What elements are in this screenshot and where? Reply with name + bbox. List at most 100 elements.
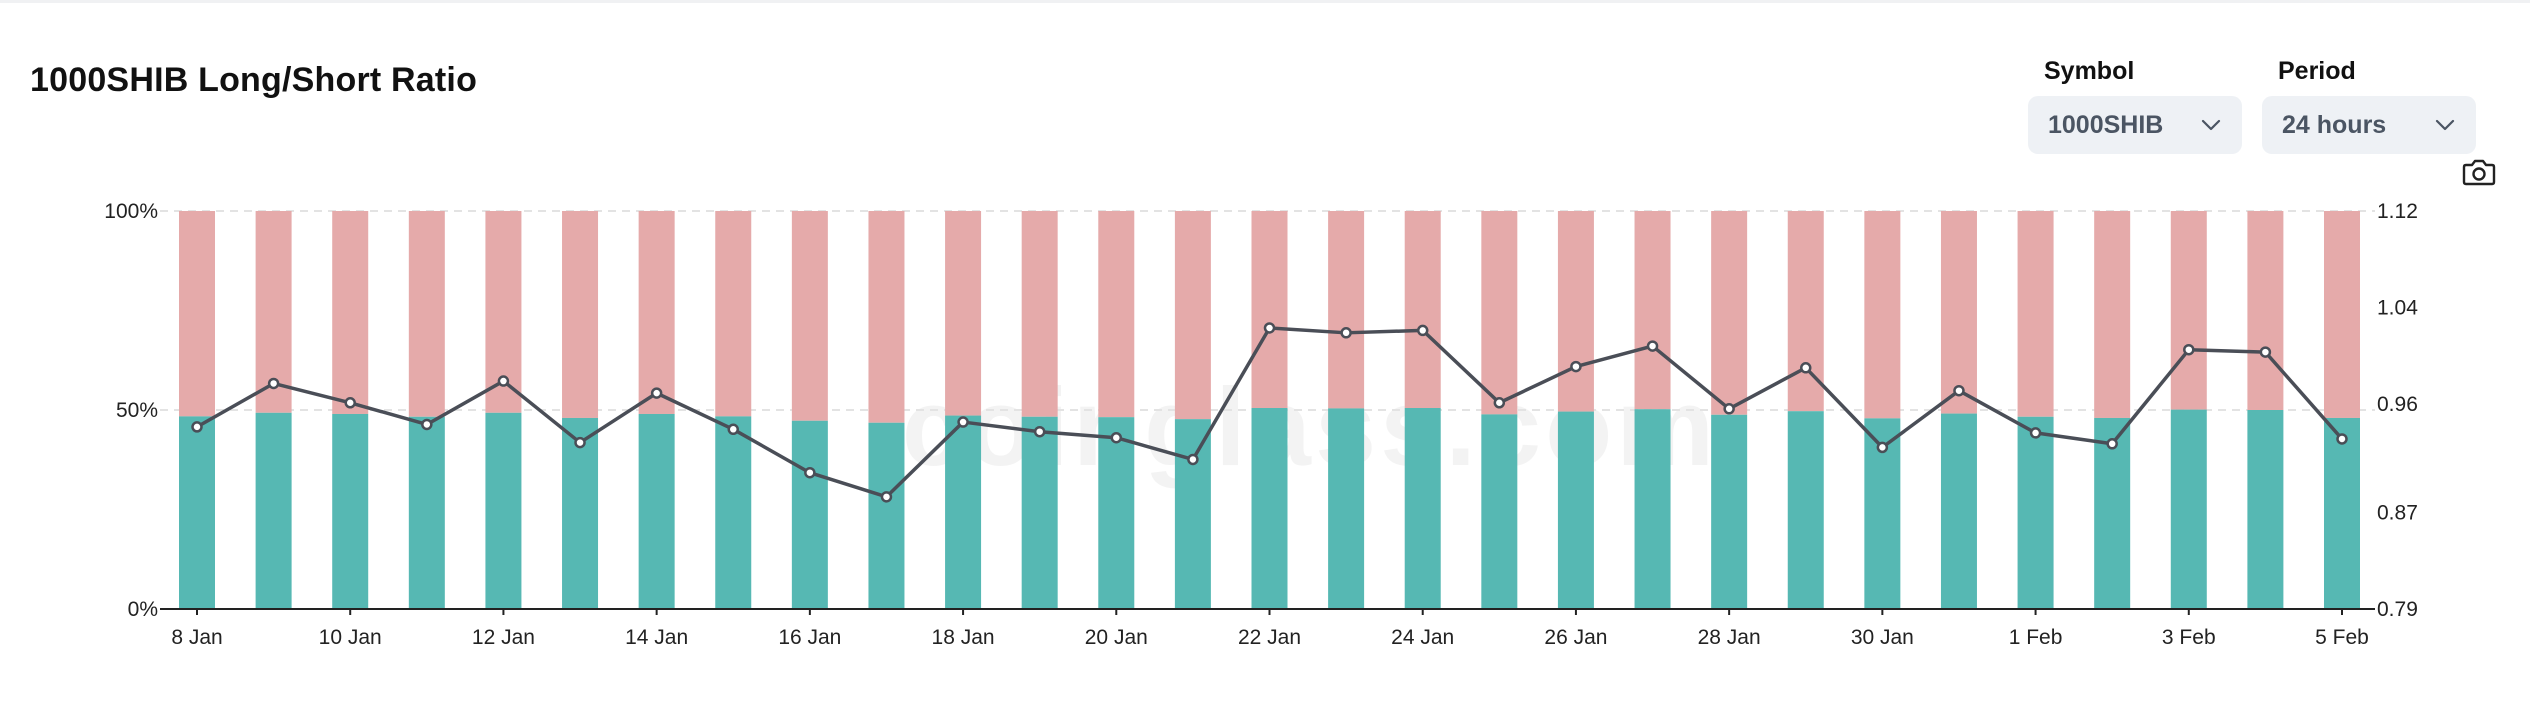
x-tick-label: 22 Jan	[1238, 626, 1301, 649]
short-bar[interactable]	[868, 211, 905, 423]
short-bar[interactable]	[1404, 211, 1441, 409]
ratio-point[interactable]	[2259, 346, 2272, 358]
long-bar[interactable]	[868, 422, 905, 609]
long-bar[interactable]	[1021, 416, 1058, 609]
ratio-point[interactable]	[880, 491, 893, 503]
x-tick-label: 28 Jan	[1698, 626, 1761, 649]
short-bar[interactable]	[1864, 211, 1901, 419]
long-bar[interactable]	[2324, 417, 2360, 609]
period-control: Period 24 hours	[2262, 57, 2476, 154]
ratio-point[interactable]	[804, 466, 816, 479]
short-bar[interactable]	[1251, 211, 1288, 409]
period-select[interactable]: 24 hours	[2262, 96, 2476, 154]
long-bar[interactable]	[1174, 419, 1211, 609]
short-bar[interactable]	[1557, 211, 1594, 412]
ratio-point[interactable]	[1876, 441, 1889, 454]
ratio-point[interactable]	[574, 436, 586, 449]
long-bar[interactable]	[179, 416, 215, 609]
ratio-point[interactable]	[1570, 360, 1582, 373]
long-bar[interactable]	[1098, 417, 1135, 609]
x-tick-label: 30 Jan	[1851, 626, 1914, 649]
symbol-select[interactable]: 1000SHIB	[2028, 96, 2242, 154]
short-bar[interactable]	[1098, 211, 1135, 418]
long-bar[interactable]	[1251, 408, 1288, 609]
ratio-point[interactable]	[1646, 340, 1659, 352]
short-bar[interactable]	[1634, 211, 1671, 410]
ratio-point[interactable]	[650, 387, 663, 399]
long-bar[interactable]	[1481, 414, 1518, 609]
ratio-point[interactable]	[727, 423, 739, 436]
ratio-point[interactable]	[1493, 397, 1506, 409]
long-bar[interactable]	[715, 416, 752, 609]
ratio-point[interactable]	[1953, 384, 1965, 397]
short-bar[interactable]	[1328, 211, 1365, 409]
long-bar[interactable]	[1557, 411, 1594, 609]
y-right-tick-label: 0.87	[2377, 502, 2418, 525]
ratio-point[interactable]	[1416, 324, 1429, 337]
long-bar[interactable]	[2247, 410, 2284, 609]
long-bar[interactable]	[2094, 417, 2131, 609]
camera-icon[interactable]	[2462, 157, 2496, 187]
ratio-point[interactable]	[1340, 327, 1352, 339]
x-tick-label: 1 Feb	[2009, 626, 2063, 649]
ratio-point[interactable]	[2336, 433, 2348, 445]
short-bar[interactable]	[1711, 211, 1748, 415]
ratio-point[interactable]	[191, 421, 203, 433]
ratio-point[interactable]	[2106, 438, 2118, 450]
ratio-point[interactable]	[344, 397, 356, 409]
short-bar[interactable]	[1174, 211, 1211, 420]
long-bar[interactable]	[332, 413, 369, 609]
short-bar[interactable]	[562, 211, 599, 418]
short-bar[interactable]	[1940, 211, 1977, 414]
short-bar[interactable]	[2017, 211, 2054, 417]
long-bar[interactable]	[1328, 408, 1365, 609]
short-bar[interactable]	[1481, 211, 1518, 415]
ratio-point[interactable]	[2183, 343, 2195, 356]
ratio-point[interactable]	[421, 418, 433, 431]
chart-title: 1000SHIB Long/Short Ratio	[30, 61, 478, 99]
short-bar[interactable]	[945, 211, 982, 416]
short-bar[interactable]	[2170, 211, 2207, 410]
short-bar[interactable]	[638, 211, 675, 414]
long-bar[interactable]	[1787, 411, 1824, 609]
long-bar[interactable]	[408, 416, 445, 609]
ratio-point[interactable]	[497, 375, 510, 387]
ratio-point[interactable]	[957, 416, 969, 428]
long-bar[interactable]	[638, 413, 675, 609]
long-bar[interactable]	[562, 417, 599, 609]
ratio-point[interactable]	[267, 377, 280, 390]
long-bar[interactable]	[1634, 409, 1671, 609]
long-bar[interactable]	[255, 412, 292, 609]
x-tick-label: 12 Jan	[472, 626, 535, 649]
long-bar[interactable]	[2017, 416, 2054, 609]
long-bar[interactable]	[485, 412, 522, 609]
short-bar[interactable]	[179, 211, 215, 417]
ratio-point[interactable]	[1110, 431, 1123, 444]
long-bar[interactable]	[2170, 409, 2207, 609]
y-right-tick-label: 1.04	[2377, 296, 2418, 319]
ratio-point[interactable]	[1800, 362, 1812, 374]
ratio-point[interactable]	[1263, 322, 1276, 334]
long-bar[interactable]	[791, 420, 828, 609]
period-label: Period	[2278, 57, 2356, 85]
ratio-point[interactable]	[1033, 425, 1046, 438]
ratio-line	[191, 322, 2348, 503]
y-left-tick-label: 0%	[128, 598, 158, 621]
long-bar[interactable]	[1940, 413, 1977, 609]
x-tick-label: 3 Feb	[2162, 626, 2216, 649]
long-bar[interactable]	[1711, 414, 1748, 609]
long-bar[interactable]	[945, 415, 982, 609]
ratio-point[interactable]	[1187, 453, 1199, 466]
x-tick-label: 14 Jan	[625, 626, 688, 649]
short-bar[interactable]	[408, 211, 445, 417]
short-bar[interactable]	[1021, 211, 1058, 417]
short-bar[interactable]	[791, 211, 828, 421]
short-bar[interactable]	[332, 211, 369, 414]
ratio-point[interactable]	[1723, 403, 1735, 415]
short-bar[interactable]	[2094, 211, 2131, 418]
short-bar[interactable]	[2247, 211, 2284, 410]
long-bar[interactable]	[1404, 408, 1441, 609]
short-bar[interactable]	[715, 211, 752, 417]
short-bar[interactable]	[2324, 211, 2360, 418]
ratio-point[interactable]	[2029, 427, 2042, 439]
